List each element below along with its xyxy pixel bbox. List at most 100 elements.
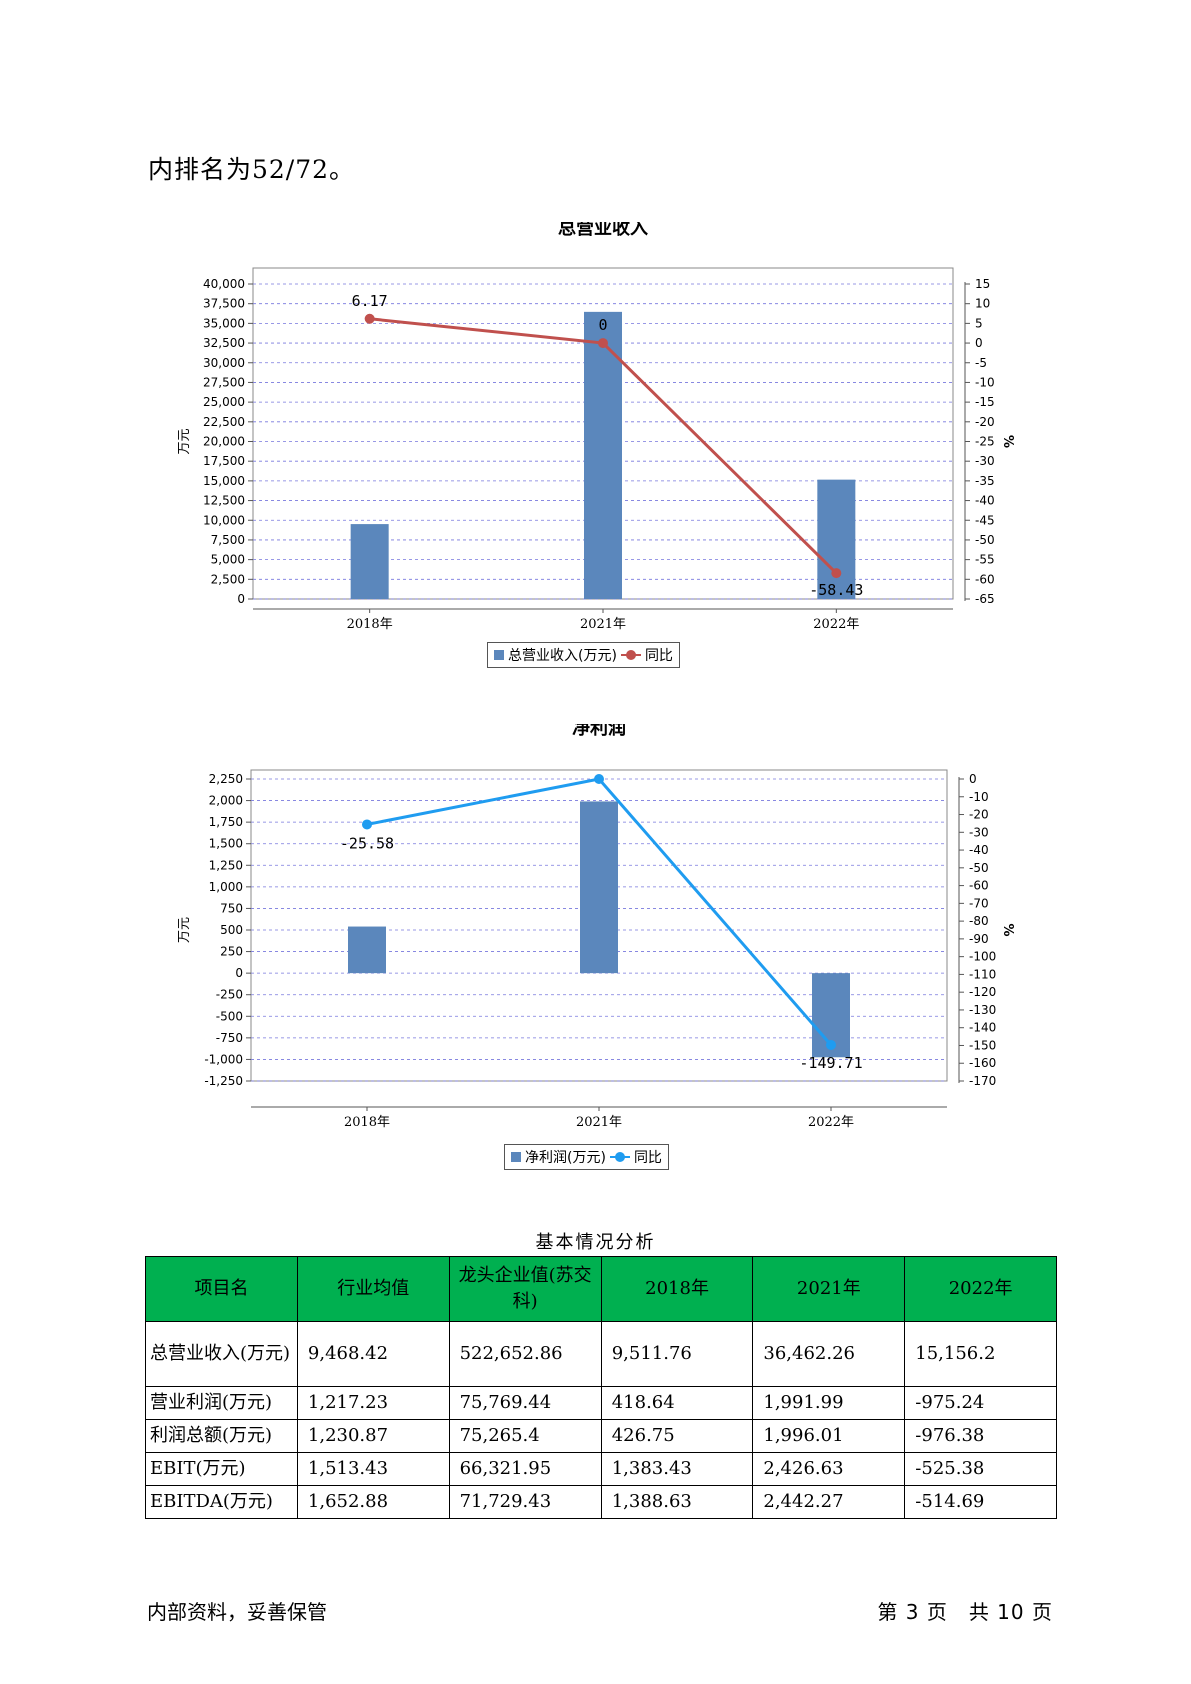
table-cell: 522,652.86: [448, 1321, 602, 1387]
table-header-row: 项目名 行业均值 龙头企业值(苏交科) 2018年 2021年 2022年: [145, 1256, 1057, 1322]
y-tick-label: 20,000: [203, 435, 245, 449]
y2-tick-label: -65: [975, 592, 995, 606]
y2-axis-label: %: [1000, 923, 1015, 936]
y-tick-label: -1,000: [204, 1052, 243, 1066]
net-profit-chart-svg: 净利润 2,250 2,000 1,750 1,500 1,250 1,000 750 500 2…: [177, 724, 1015, 1130]
table-cell: 营业利润(万元): [145, 1386, 298, 1420]
revenue-chart-svg: 总营业收入 40,000 37,500 35,000 32,500 30,000 27,50…: [177, 222, 1015, 632]
data-label: 0: [598, 316, 607, 334]
y-tick-label: -250: [216, 988, 243, 1002]
table-cell: 418.64: [600, 1386, 754, 1420]
y2-axis-label: %: [1000, 435, 1015, 448]
chart-title: 总营业收入: [558, 222, 648, 239]
intro-text: 内排名为52/72。: [148, 155, 356, 184]
header-cell: 2021年: [752, 1256, 906, 1322]
table-cell: 2,442.27: [752, 1485, 906, 1519]
revenue-chart-legend: 总营业收入(万元) 同比: [487, 642, 680, 668]
y-tick-label: 15,000: [203, 474, 245, 488]
revenue-chart: 总营业收入 40,000 37,500 35,000 32,500 30,000 27,50…: [0, 222, 1191, 672]
y2-tick-label: -40: [969, 843, 989, 857]
data-label: 6.17: [352, 292, 388, 310]
table-cell: 1,652.88: [296, 1485, 450, 1519]
y-tick-label: -750: [216, 1031, 243, 1045]
y-axis-label: 万元: [177, 428, 192, 454]
y2-tick-label: -35: [975, 474, 995, 488]
table-cell: 1,383.43: [600, 1452, 754, 1486]
y-tick-label: 12,500: [203, 494, 245, 508]
y-tick-label: 30,000: [203, 356, 245, 370]
legend-line-swatch: [609, 1152, 630, 1162]
table-cell: 1,513.43: [296, 1452, 450, 1486]
line-point: [598, 338, 608, 349]
y2-tick-label: -25: [975, 435, 995, 449]
x-tick-label: 2022年: [808, 1115, 854, 1130]
y-tick-label: 37,500: [203, 297, 245, 311]
y2-tick-label: -10: [975, 375, 995, 389]
y2-tick-label: -120: [969, 985, 996, 999]
bar: [584, 311, 622, 599]
x-tick-label: 2018年: [344, 1115, 390, 1130]
y-tick-label: -500: [216, 1009, 243, 1023]
data-label: -58.43: [809, 581, 863, 599]
y2-tick-label: 0: [975, 336, 983, 350]
y2-tick-label: -90: [969, 932, 989, 946]
y-tick-label: -1,250: [204, 1074, 243, 1088]
y-tick-label: 5,000: [211, 553, 245, 567]
table-cell: 426.75: [600, 1419, 754, 1453]
y-tick-label: 25,000: [203, 395, 245, 409]
y2-tick-label: -55: [975, 553, 995, 567]
legend-line-label: 同比: [644, 648, 673, 664]
y-tick-label: 27,500: [203, 375, 245, 389]
legend-bar-swatch: [494, 650, 504, 660]
y2-tick-label: -60: [969, 879, 989, 893]
table-cell: 1,230.87: [296, 1419, 450, 1453]
y-tick-label: 1,250: [209, 858, 243, 872]
table-cell: 1,217.23: [296, 1386, 450, 1420]
y-tick-label: 32,500: [203, 336, 245, 350]
y-tick-label: 2,000: [209, 794, 243, 808]
table-row: EBIT(万元) 1,513.43 66,321.95 1,383.43 2,4…: [145, 1452, 1057, 1486]
y2-tick-label: -60: [975, 572, 995, 586]
table-cell: EBITDA(万元): [145, 1485, 298, 1519]
y2-tick-label: -20: [975, 415, 995, 429]
line-point: [364, 313, 375, 324]
y2-tick-label: -160: [969, 1056, 996, 1070]
basic-analysis-table: 项目名 行业均值 龙头企业值(苏交科) 2018年 2021年 2022年 总营…: [145, 1256, 1057, 1519]
net-profit-chart: 净利润 2,250 2,000 1,750 1,500 1,250 1,000 750 500 2…: [0, 724, 1191, 1174]
bar: [817, 479, 856, 599]
y2-tick-label: -150: [969, 1038, 996, 1052]
y2-tick-label: -15: [975, 395, 995, 409]
legend-line-label: 同比: [633, 1150, 662, 1166]
y-tick-label: 40,000: [203, 277, 245, 291]
table-cell: -975.24: [904, 1386, 1057, 1420]
line-point: [826, 1039, 836, 1050]
y-tick-label: 250: [220, 945, 243, 959]
y2-tick-label: 5: [975, 316, 983, 330]
y2-tick-label: -20: [969, 808, 989, 822]
y-tick-label: 7,500: [211, 533, 245, 547]
y2-tick-label: -140: [969, 1021, 996, 1035]
table-cell: 1,388.63: [600, 1485, 754, 1519]
y-tick-label: 1,000: [209, 880, 243, 894]
table-row: 总营业收入(万元) 9,468.42 522,652.86 9,511.76 3…: [145, 1321, 1057, 1387]
line-point: [594, 774, 604, 784]
table-cell: 66,321.95: [448, 1452, 602, 1486]
footer-confidential-note: 内部资料，妥善保管: [147, 1600, 327, 1624]
y2-tick-label: 10: [975, 297, 990, 311]
table-title: 基本情况分析: [535, 1232, 656, 1253]
y-axis-label: 万元: [177, 917, 192, 943]
table-row: EBITDA(万元) 1,652.88 71,729.43 1,388.63 2…: [145, 1485, 1057, 1519]
y-tick-label: 2,500: [211, 572, 245, 586]
table-row: 利润总额(万元) 1,230.87 75,265.4 426.75 1,996.…: [145, 1419, 1057, 1453]
data-label: -25.58: [340, 834, 394, 852]
y2-tick-label: -100: [969, 950, 996, 964]
y2-tick-label: -10: [969, 790, 989, 804]
table-cell: -525.38: [904, 1452, 1057, 1486]
table-cell: -514.69: [904, 1485, 1057, 1519]
header-cell: 2018年: [600, 1256, 754, 1322]
table-cell: 75,265.4: [448, 1419, 602, 1453]
table-cell: 2,426.63: [752, 1452, 906, 1486]
bar: [348, 926, 386, 974]
y2-tick-label: -80: [969, 914, 989, 928]
header-cell: 龙头企业值(苏交科): [448, 1256, 602, 1322]
